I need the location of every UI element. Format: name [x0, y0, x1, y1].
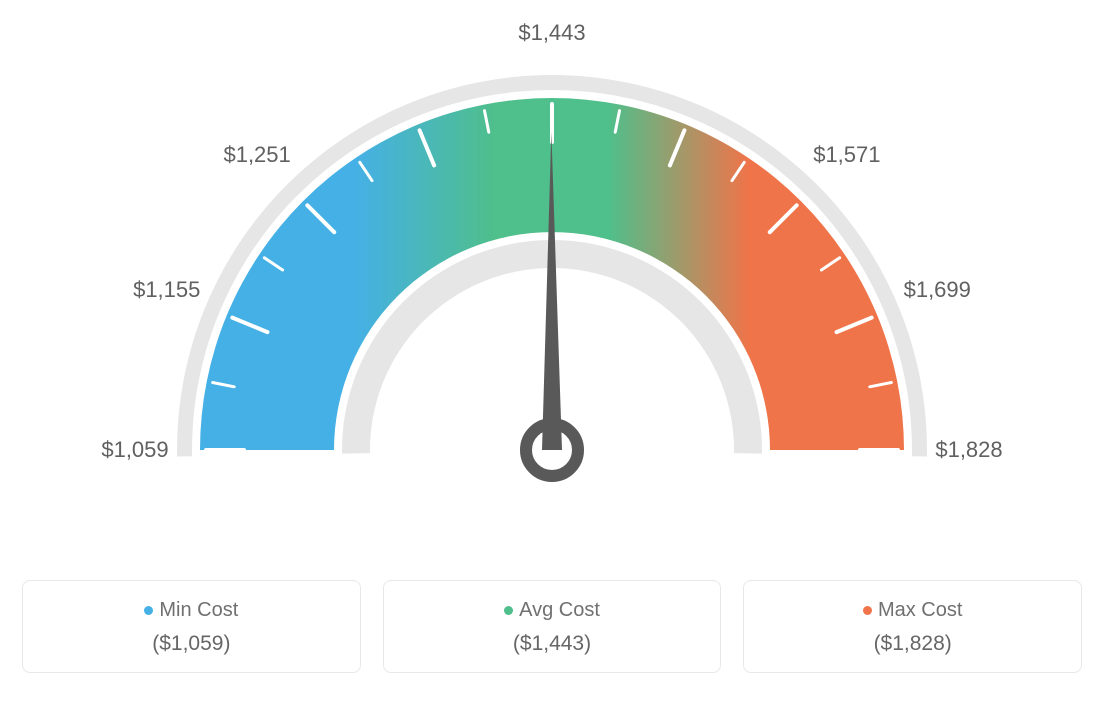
chart-container: $1,059$1,155$1,251$1,443$1,571$1,699$1,8… — [22, 30, 1082, 673]
gauge-tick-label: $1,251 — [223, 142, 290, 168]
gauge-tick-label: $1,828 — [935, 437, 1002, 463]
legend-row: Min Cost ($1,059) Avg Cost ($1,443) Max … — [22, 580, 1082, 673]
gauge-tick-label: $1,699 — [904, 277, 971, 303]
min-cost-title: Min Cost — [33, 599, 350, 622]
dot-icon — [863, 606, 872, 615]
gauge-chart: $1,059$1,155$1,251$1,443$1,571$1,699$1,8… — [22, 30, 1082, 540]
avg-cost-card: Avg Cost ($1,443) — [383, 580, 722, 673]
gauge-tick-label: $1,155 — [133, 277, 200, 303]
gauge-tick-label: $1,571 — [813, 142, 880, 168]
avg-cost-value: ($1,443) — [394, 632, 711, 656]
dot-icon — [504, 606, 513, 615]
avg-cost-label: Avg Cost — [519, 599, 600, 621]
min-cost-value: ($1,059) — [33, 632, 350, 656]
max-cost-label: Max Cost — [878, 599, 962, 621]
max-cost-card: Max Cost ($1,828) — [743, 580, 1082, 673]
avg-cost-title: Avg Cost — [394, 599, 711, 622]
dot-icon — [144, 606, 153, 615]
max-cost-title: Max Cost — [754, 599, 1071, 622]
min-cost-card: Min Cost ($1,059) — [22, 580, 361, 673]
gauge-tick-label: $1,443 — [518, 20, 585, 46]
max-cost-value: ($1,828) — [754, 632, 1071, 656]
gauge-tick-label: $1,059 — [101, 437, 168, 463]
min-cost-label: Min Cost — [159, 599, 238, 621]
